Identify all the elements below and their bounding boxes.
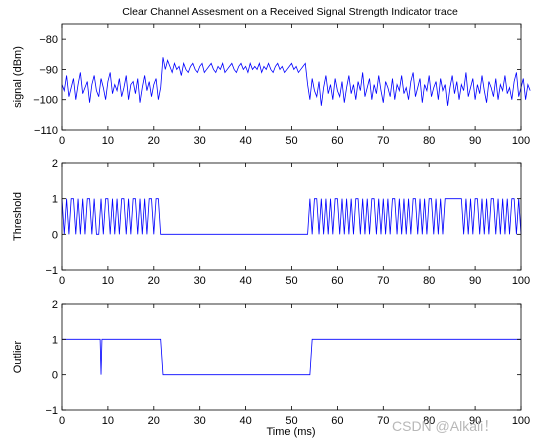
y-axis-label: Outlier	[12, 340, 24, 373]
x-tick-label: 0	[59, 415, 65, 427]
x-tick-label: 100	[512, 135, 530, 147]
x-tick-label: 10	[102, 135, 114, 147]
y-tick-label: 0	[52, 229, 58, 241]
y-tick-label: −100	[33, 95, 58, 107]
x-tick-label: 50	[285, 275, 297, 287]
y-axis-label: signal (dBm)	[12, 46, 24, 108]
x-tick-label: 60	[331, 135, 343, 147]
x-tick-label: 70	[377, 415, 389, 427]
x-tick-label: 100	[512, 275, 530, 287]
y-tick-label: −1	[45, 405, 58, 417]
x-tick-label: 40	[239, 415, 251, 427]
x-tick-label: 20	[148, 135, 160, 147]
y-tick-label: 0	[52, 370, 58, 382]
x-tick-label: 90	[469, 415, 481, 427]
y-tick-label: −110	[34, 125, 58, 137]
axes-frame	[61, 303, 522, 411]
x-tick-label: 50	[285, 135, 297, 147]
series-line	[61, 57, 531, 106]
y-tick-label: −90	[39, 64, 58, 76]
chart-title: Clear Channel Assesment on a Received Si…	[122, 6, 458, 18]
x-tick-label: 30	[194, 275, 206, 287]
y-tick-label: 1	[52, 334, 58, 346]
x-tick-label: 20	[148, 415, 160, 427]
x-tick-label: 80	[423, 135, 435, 147]
y-tick-label: 1	[52, 194, 58, 206]
axes-frame	[61, 162, 522, 271]
y-tick-label: 2	[52, 158, 58, 170]
x-axis-label: Time (ms)	[266, 426, 315, 438]
x-tick-label: 30	[194, 415, 206, 427]
watermark: CSDN @Alkali！	[392, 418, 497, 434]
signal-panel: 0 10 20 30 40 50 60 70 80 90 100 −110 −100 −90 −80 sign…	[12, 23, 531, 147]
x-tick-label: 40	[239, 135, 251, 147]
x-tick-label: 90	[469, 275, 481, 287]
x-tick-label: 70	[377, 135, 389, 147]
x-tick-label: 100	[512, 415, 530, 427]
x-tick-label: 70	[377, 275, 389, 287]
series-line	[62, 338, 521, 376]
x-tick-label: 40	[239, 275, 251, 287]
y-tick-label: −1	[45, 265, 58, 277]
x-tick-label: 60	[331, 415, 343, 427]
x-tick-label: 30	[194, 135, 206, 147]
x-tick-label: 50	[285, 415, 297, 427]
x-tick-label: 10	[102, 415, 114, 427]
x-tick-label: 20	[148, 275, 160, 287]
y-tick-label: −80	[39, 34, 58, 46]
x-tick-label: 80	[423, 275, 435, 287]
x-tick-label: 0	[59, 135, 65, 147]
y-axis-label: Threshold	[12, 192, 24, 241]
y-tick-label: 2	[52, 299, 58, 311]
x-tick-label: 90	[469, 135, 481, 147]
x-tick-label: 0	[59, 275, 65, 287]
x-tick-label: 10	[102, 275, 114, 287]
x-tick-label: 60	[331, 275, 343, 287]
series-line	[61, 198, 522, 235]
x-tick-label: 80	[423, 415, 435, 427]
